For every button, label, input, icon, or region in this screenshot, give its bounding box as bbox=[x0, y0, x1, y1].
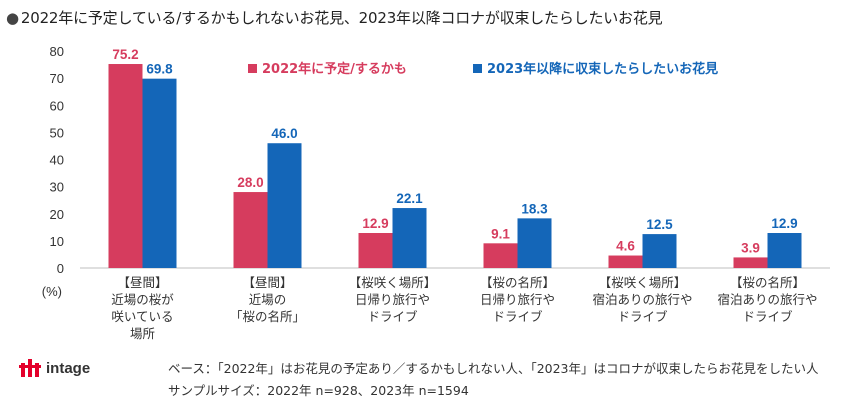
legend-swatch bbox=[473, 64, 482, 73]
intage-logo-text: intage bbox=[46, 359, 91, 377]
category-label: ドライブ bbox=[742, 309, 793, 324]
category-label: ドライブ bbox=[367, 309, 418, 324]
bar-2023 bbox=[517, 218, 552, 268]
footnote-base: ベース：「2022年」はお花見の予定あり／するかもしれない人、「2023年」はコ… bbox=[168, 361, 819, 376]
category-label: 日帰り旅行や bbox=[355, 292, 430, 307]
y-tick-label: 50 bbox=[50, 125, 64, 140]
category-label: 「桜の名所」 bbox=[230, 309, 305, 324]
data-label-2022: 4.6 bbox=[616, 239, 635, 254]
data-label-2022: 3.9 bbox=[741, 240, 760, 255]
category-label: 【桜咲く場所】 bbox=[349, 275, 437, 290]
bar-2023 bbox=[392, 208, 427, 268]
data-label-2023: 46.0 bbox=[271, 126, 297, 141]
intage-logo: intage bbox=[18, 357, 90, 379]
data-label-2023: 12.9 bbox=[771, 216, 797, 231]
category-label: 【昼間】 bbox=[117, 275, 167, 290]
category-label: ドライブ bbox=[492, 309, 543, 324]
category-label: ドライブ bbox=[617, 309, 668, 324]
data-label-2022: 75.2 bbox=[112, 47, 138, 62]
title-bullet-icon: ● bbox=[6, 9, 19, 27]
bar-2022 bbox=[358, 233, 393, 268]
data-label-2022: 9.1 bbox=[491, 226, 510, 241]
legend-swatch bbox=[248, 64, 257, 73]
category-label: 【昼間】 bbox=[242, 275, 292, 290]
category-label: 【桜の名所】 bbox=[480, 275, 555, 290]
data-label-2022: 12.9 bbox=[362, 216, 388, 231]
y-tick-label: 80 bbox=[50, 44, 64, 59]
data-label-2023: 18.3 bbox=[521, 201, 548, 216]
bar-2022 bbox=[608, 255, 643, 268]
y-tick-label: 30 bbox=[50, 180, 64, 195]
category-label: 宿泊ありの旅行や bbox=[717, 292, 817, 307]
footnote-sample-size: サンプルサイズ：2022年 n=928、2023年 n=1594 bbox=[168, 383, 469, 398]
y-tick-label: 60 bbox=[50, 98, 64, 113]
bar-2023 bbox=[267, 143, 302, 268]
category-label: 近場の桜が bbox=[111, 292, 174, 307]
data-label-2023: 12.5 bbox=[646, 217, 673, 232]
bar-2022 bbox=[108, 64, 143, 269]
bar-2022 bbox=[733, 257, 768, 268]
legend-label: 2023年以降に収束したらしたいお花見 bbox=[487, 61, 718, 77]
category-label: 【桜咲く場所】 bbox=[599, 275, 687, 290]
bar-chart: 0 10 20 30 40 50 60 70 80 (%) 75.2 69.8 【昼間】近場の桜が咲いて… bbox=[42, 44, 830, 341]
category-label: 【桜の名所】 bbox=[730, 275, 805, 290]
category-label: 近場の bbox=[249, 292, 287, 307]
bar-2023 bbox=[642, 234, 677, 268]
bar-2022 bbox=[233, 192, 268, 268]
y-tick-label: 70 bbox=[50, 71, 64, 86]
chart-title-text: 2022年に予定している/するかもしれないお花見、2023年以降コロナが収束した… bbox=[20, 9, 663, 27]
data-label-2022: 28.0 bbox=[237, 175, 263, 190]
y-tick-label: 10 bbox=[50, 234, 64, 249]
y-tick-label: 40 bbox=[50, 153, 64, 168]
chart-title: ● 2022年に予定している/するかもしれないお花見、2023年以降コロナが収束し… bbox=[6, 7, 663, 28]
data-label-2023: 69.8 bbox=[146, 62, 173, 77]
data-label-2023: 22.1 bbox=[396, 191, 423, 206]
category-label: 日帰り旅行や bbox=[480, 292, 555, 307]
y-tick-label: 0 bbox=[57, 261, 64, 276]
category-label: 咲いている bbox=[111, 309, 173, 324]
category-label: 場所 bbox=[130, 326, 155, 341]
bar-2023 bbox=[142, 78, 177, 268]
legend-label: 2022年に予定/するかも bbox=[262, 61, 407, 77]
y-tick-label: 20 bbox=[50, 207, 64, 222]
bar-2023 bbox=[767, 233, 802, 268]
category-label: 宿泊ありの旅行や bbox=[592, 292, 692, 307]
y-axis-unit: (%) bbox=[42, 284, 62, 299]
bar-2022 bbox=[483, 243, 518, 268]
intage-logo-icon bbox=[19, 359, 41, 377]
